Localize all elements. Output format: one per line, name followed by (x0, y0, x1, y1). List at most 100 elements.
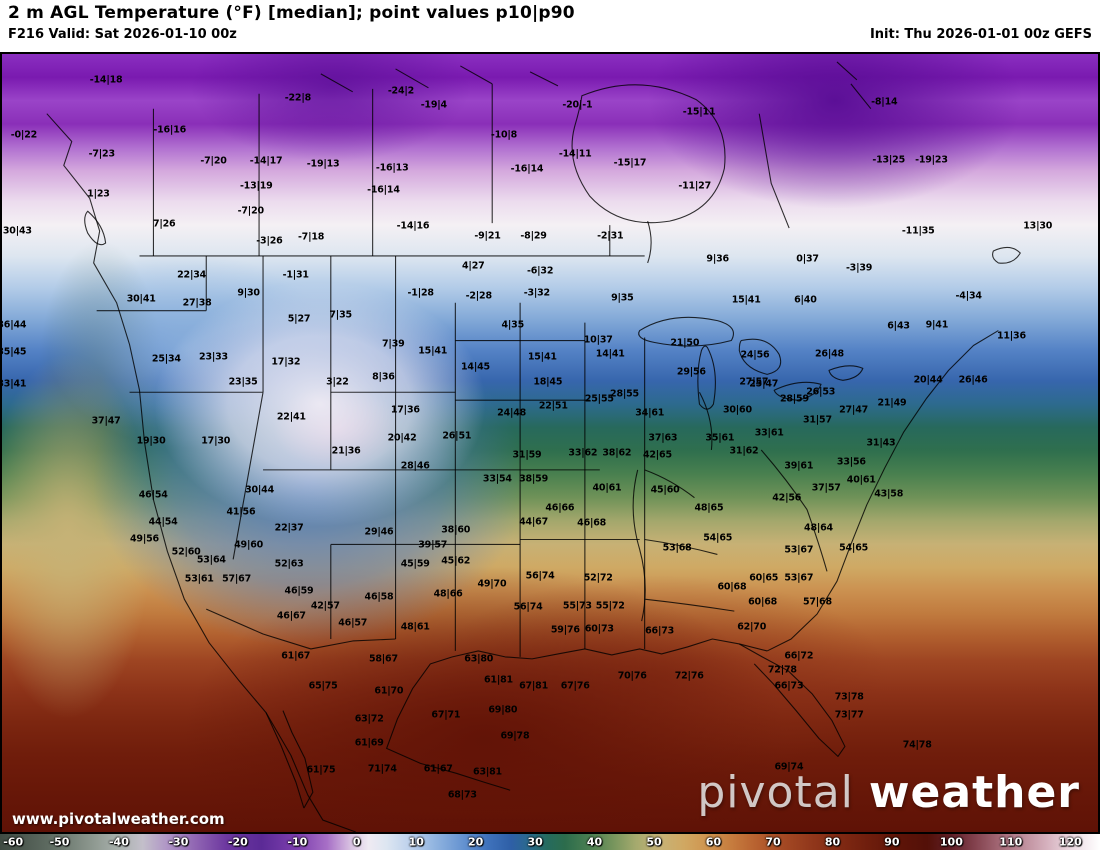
point-value-label: 46|67 (276, 610, 306, 622)
point-value-label: 40|61 (592, 482, 622, 494)
point-labels-layer: -14|18 -22|8 -24|2 -19|4 -20|-1 -15|11 -8|14 -0… (2, 54, 1098, 832)
point-value-label: 61|67 (281, 650, 311, 662)
point-value-label: 3|22 (326, 376, 349, 388)
point-value-label: -8|14 (871, 96, 898, 108)
point-value-label: 31|62 (729, 445, 759, 457)
point-value-label: 56|74 (525, 570, 555, 582)
point-value-label: -16|13 (375, 162, 409, 174)
point-value-label: -11|35 (901, 225, 935, 237)
point-value-label: 53|64 (196, 554, 226, 566)
point-value-label: 44|54 (148, 516, 178, 528)
colorbar-tick-label: 30 (527, 835, 543, 849)
point-value-label: 29|56 (676, 366, 706, 378)
point-value-label: 29|46 (364, 526, 394, 538)
brand-watermark-light: pivotal (697, 767, 854, 818)
point-value-label: 17|30 (201, 435, 231, 447)
colorbar-tick-label: 110 (999, 835, 1023, 849)
point-value-label: 48|61 (400, 621, 430, 633)
point-value-label: 38|62 (602, 447, 632, 459)
point-value-label: -15|17 (613, 157, 647, 169)
point-value-label: 30|43 (2, 225, 32, 237)
point-value-label: -14|16 (396, 220, 430, 232)
init-time-label: Init: Thu 2026-01-01 00z GEFS (869, 27, 1092, 42)
point-value-label: 34|61 (635, 407, 665, 419)
point-value-label: 69|74 (774, 761, 804, 773)
point-value-label: 23|33 (199, 351, 228, 363)
point-value-label: 52|72 (583, 572, 613, 584)
point-value-label: 30|44 (245, 484, 275, 496)
point-value-label: 61|75 (306, 764, 336, 776)
point-value-label: 26|53 (806, 386, 836, 398)
point-value-label: 37|57 (811, 482, 841, 494)
point-value-label: 53|61 (184, 573, 214, 585)
point-value-label: 48|66 (433, 588, 463, 600)
point-value-label: 71|74 (367, 763, 397, 775)
point-value-label: 37|47 (91, 415, 121, 427)
point-value-label: 73|78 (834, 691, 864, 703)
point-value-label: -22|8 (284, 92, 312, 104)
point-value-label: -13|25 (872, 154, 905, 166)
point-value-label: -14|11 (558, 148, 592, 160)
colorbar-tick-label: 70 (765, 835, 781, 849)
point-value-label: 42|57 (310, 600, 340, 612)
point-value-label: 49|60 (234, 539, 264, 551)
temperature-fill-layer (2, 54, 1098, 832)
point-value-label: 54|65 (839, 542, 869, 554)
point-value-label: 4|27 (462, 260, 485, 272)
website-url-watermark: www.pivotalweather.com (12, 810, 225, 828)
point-value-label: 62|70 (737, 621, 767, 633)
point-value-label: 61|81 (484, 674, 513, 686)
point-value-label: 33|62 (568, 447, 598, 459)
point-value-label: 9|30 (237, 287, 260, 299)
point-value-label: 46|54 (138, 489, 168, 501)
point-value-label: 67|71 (431, 709, 461, 721)
point-value-label: 41|56 (226, 506, 256, 518)
point-value-label: 15|41 (418, 345, 448, 357)
point-value-label: 66|73 (774, 680, 804, 692)
point-value-label: -16|16 (153, 124, 187, 136)
point-value-label: 25|55 (584, 393, 614, 405)
weather-map[interactable]: -14|18 -22|8 -24|2 -19|4 -20|-1 -15|11 -8|14 -0… (0, 52, 1100, 834)
point-value-label: 44|67 (519, 516, 549, 528)
point-value-label: 25|34 (151, 353, 181, 365)
point-value-label: 48|65 (694, 502, 724, 514)
point-value-label: -6|32 (527, 265, 554, 277)
point-value-label: -14|18 (89, 74, 123, 86)
point-value-label: 30|60 (722, 404, 752, 416)
point-value-label: 33|41 (0, 378, 27, 390)
point-value-label: 61|69 (354, 737, 384, 749)
point-value-label: -2|28 (465, 290, 492, 302)
point-value-label: 53|68 (662, 542, 692, 554)
point-value-label: -3|26 (256, 235, 283, 247)
point-value-label: -1|31 (282, 269, 309, 281)
point-value-label: 33|61 (754, 427, 784, 439)
point-value-label: 13|30 (1023, 220, 1053, 232)
colorbar-tick-label: 0 (352, 835, 361, 849)
point-value-label: 43|58 (874, 488, 904, 500)
point-value-label: 72|78 (767, 664, 797, 676)
point-value-label: 8|36 (372, 371, 395, 383)
point-value-label: 39|61 (784, 460, 814, 472)
point-value-label: 60|65 (749, 572, 779, 584)
point-value-label: 22|51 (538, 400, 568, 412)
point-value-label: 38|59 (519, 473, 549, 485)
colorbar-tick-label: 40 (586, 835, 603, 849)
point-value-label: 27|47 (839, 404, 869, 416)
point-value-label: -13|19 (239, 180, 273, 192)
brand-watermark-bold: weather (868, 767, 1080, 818)
point-value-label: 28|59 (779, 393, 809, 405)
point-value-label: -11|27 (678, 180, 711, 192)
point-value-label: 73|77 (834, 709, 864, 721)
point-value-label: -4|34 (955, 290, 982, 302)
point-value-label: 7|26 (152, 218, 176, 230)
point-value-label: 60|68 (748, 596, 778, 608)
point-value-label: 18|45 (533, 376, 563, 388)
point-value-label: 72|76 (674, 670, 704, 682)
point-value-label: -7|23 (88, 148, 115, 160)
point-value-label: 66|73 (645, 625, 675, 637)
point-value-label: 38|60 (441, 524, 471, 536)
point-value-label: -0|22 (10, 129, 38, 141)
point-value-label: 4|35 (501, 319, 524, 331)
point-value-label: 65|75 (308, 680, 338, 692)
colorbar-tick-label: -10 (287, 835, 308, 849)
